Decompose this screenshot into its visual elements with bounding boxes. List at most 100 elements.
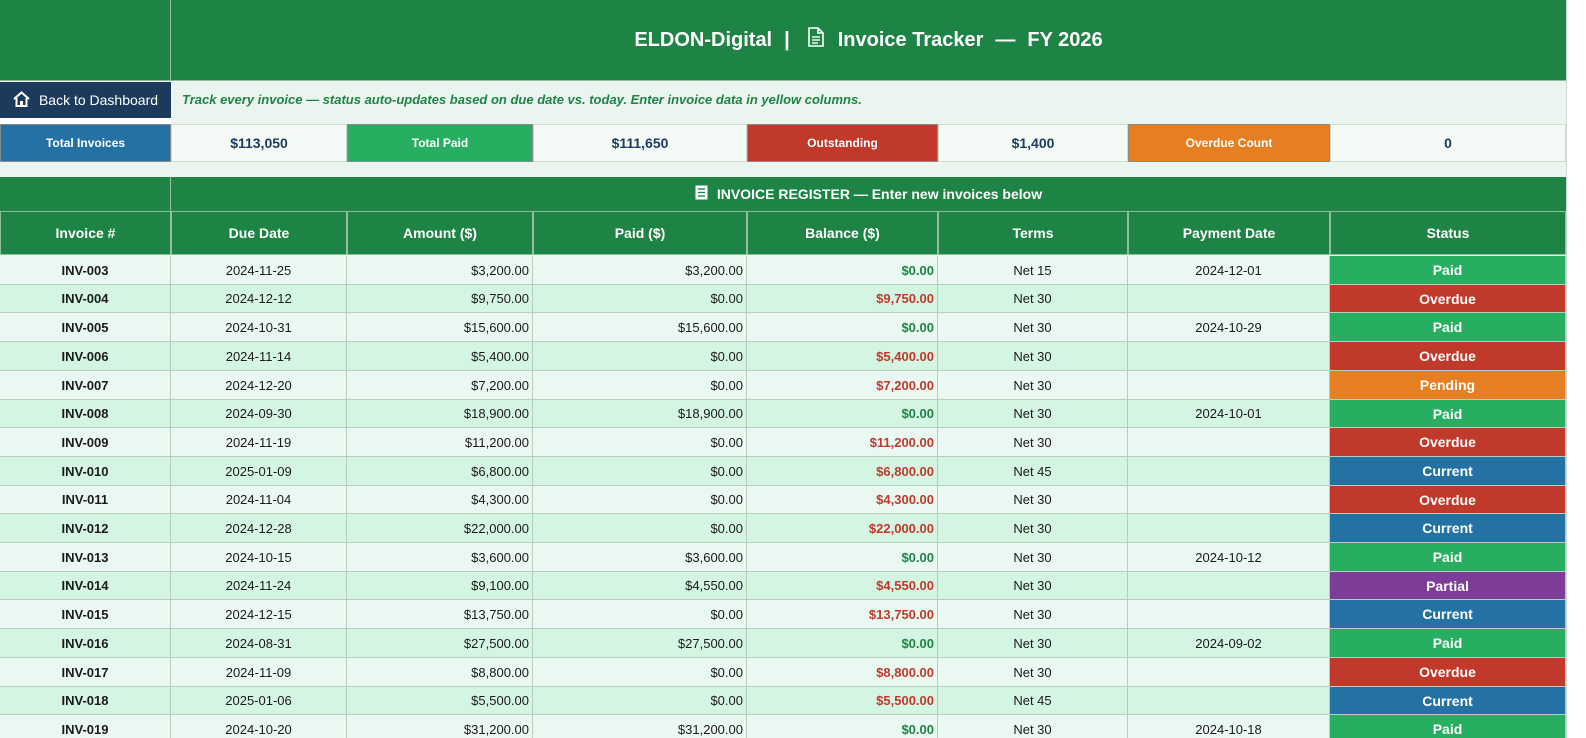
cell-amount[interactable]: $7,200.00 [347, 371, 533, 400]
status-badge[interactable]: Paid [1330, 400, 1566, 428]
cell-balance[interactable]: $0.00 [747, 313, 938, 342]
cell-due[interactable]: 2024-12-15 [171, 600, 347, 629]
status-badge[interactable]: Overdue [1330, 285, 1566, 313]
cell-pay-date[interactable] [1128, 658, 1330, 687]
column-header[interactable]: Invoice # [0, 211, 171, 255]
cell-balance[interactable]: $9,750.00 [747, 285, 938, 313]
column-header[interactable]: Payment Date [1128, 211, 1330, 255]
cell-due[interactable]: 2024-11-25 [171, 256, 347, 285]
cell-pay-date[interactable] [1128, 572, 1330, 600]
cell-amount[interactable]: $18,900.00 [347, 400, 533, 428]
cell-paid[interactable]: $0.00 [533, 658, 747, 687]
cell-balance[interactable]: $0.00 [747, 629, 938, 658]
cell-due[interactable]: 2024-11-24 [171, 572, 347, 600]
cell-invoice-number[interactable]: INV-018 [0, 687, 171, 715]
cell-paid[interactable]: $0.00 [533, 687, 747, 715]
cell-terms[interactable]: Net 30 [938, 572, 1128, 600]
back-to-dashboard-button[interactable]: Back to Dashboard [0, 82, 171, 118]
column-header[interactable]: Amount ($) [347, 211, 533, 255]
status-badge[interactable]: Paid [1330, 543, 1566, 572]
status-badge[interactable]: Paid [1330, 715, 1566, 738]
cell-invoice-number[interactable]: INV-013 [0, 543, 171, 572]
cell-balance[interactable]: $11,200.00 [747, 428, 938, 457]
cell-pay-date[interactable] [1128, 342, 1330, 371]
cell-balance[interactable]: $22,000.00 [747, 514, 938, 543]
cell-pay-date[interactable] [1128, 514, 1330, 543]
cell-terms[interactable]: Net 45 [938, 687, 1128, 715]
cell-invoice-number[interactable]: INV-019 [0, 715, 171, 738]
status-badge[interactable]: Current [1330, 687, 1566, 715]
cell-paid[interactable]: $0.00 [533, 457, 747, 486]
cell-pay-date[interactable] [1128, 486, 1330, 514]
cell-terms[interactable]: Net 30 [938, 486, 1128, 514]
cell-terms[interactable]: Net 30 [938, 600, 1128, 629]
cell-invoice-number[interactable]: INV-015 [0, 600, 171, 629]
cell-pay-date[interactable]: 2024-10-29 [1128, 313, 1330, 342]
cell-terms[interactable]: Net 30 [938, 400, 1128, 428]
cell-pay-date[interactable] [1128, 687, 1330, 715]
cell-pay-date[interactable]: 2024-09-02 [1128, 629, 1330, 658]
status-badge[interactable]: Paid [1330, 256, 1566, 285]
cell-amount[interactable]: $6,800.00 [347, 457, 533, 486]
cell-paid[interactable]: $15,600.00 [533, 313, 747, 342]
cell-balance[interactable]: $8,800.00 [747, 658, 938, 687]
cell-paid[interactable]: $3,600.00 [533, 543, 747, 572]
status-badge[interactable]: Current [1330, 514, 1566, 543]
cell-invoice-number[interactable]: INV-010 [0, 457, 171, 486]
cell-paid[interactable]: $0.00 [533, 428, 747, 457]
cell-balance[interactable]: $13,750.00 [747, 600, 938, 629]
column-header[interactable]: Balance ($) [747, 211, 938, 255]
status-badge[interactable]: Overdue [1330, 342, 1566, 371]
status-badge[interactable]: Pending [1330, 371, 1566, 400]
status-badge[interactable]: Overdue [1330, 486, 1566, 514]
cell-terms[interactable]: Net 30 [938, 371, 1128, 400]
status-badge[interactable]: Current [1330, 600, 1566, 629]
column-header[interactable]: Paid ($) [533, 211, 747, 255]
cell-due[interactable]: 2025-01-09 [171, 457, 347, 486]
cell-paid[interactable]: $4,550.00 [533, 572, 747, 600]
cell-due[interactable]: 2024-11-09 [171, 658, 347, 687]
cell-paid[interactable]: $27,500.00 [533, 629, 747, 658]
cell-due[interactable]: 2024-10-15 [171, 543, 347, 572]
cell-pay-date[interactable]: 2024-10-18 [1128, 715, 1330, 738]
column-header[interactable]: Due Date [171, 211, 347, 255]
cell-invoice-number[interactable]: INV-003 [0, 256, 171, 285]
cell-balance[interactable]: $4,300.00 [747, 486, 938, 514]
cell-invoice-number[interactable]: INV-006 [0, 342, 171, 371]
cell-terms[interactable]: Net 30 [938, 342, 1128, 371]
status-badge[interactable]: Paid [1330, 629, 1566, 658]
cell-amount[interactable]: $3,600.00 [347, 543, 533, 572]
cell-invoice-number[interactable]: INV-004 [0, 285, 171, 313]
cell-balance[interactable]: $7,200.00 [747, 371, 938, 400]
cell-invoice-number[interactable]: INV-011 [0, 486, 171, 514]
cell-paid[interactable]: $0.00 [533, 514, 747, 543]
cell-due[interactable]: 2024-09-30 [171, 400, 347, 428]
cell-balance[interactable]: $6,800.00 [747, 457, 938, 486]
status-badge[interactable]: Paid [1330, 313, 1566, 342]
cell-amount[interactable]: $13,750.00 [347, 600, 533, 629]
cell-amount[interactable]: $15,600.00 [347, 313, 533, 342]
cell-due[interactable]: 2024-10-20 [171, 715, 347, 738]
cell-terms[interactable]: Net 30 [938, 514, 1128, 543]
cell-terms[interactable]: Net 30 [938, 313, 1128, 342]
cell-terms[interactable]: Net 45 [938, 457, 1128, 486]
cell-invoice-number[interactable]: INV-014 [0, 572, 171, 600]
cell-amount[interactable]: $9,750.00 [347, 285, 533, 313]
cell-amount[interactable]: $5,400.00 [347, 342, 533, 371]
cell-due[interactable]: 2024-08-31 [171, 629, 347, 658]
cell-pay-date[interactable]: 2024-10-12 [1128, 543, 1330, 572]
column-header[interactable]: Terms [938, 211, 1128, 255]
cell-paid[interactable]: $0.00 [533, 285, 747, 313]
cell-terms[interactable]: Net 30 [938, 428, 1128, 457]
cell-paid[interactable]: $0.00 [533, 600, 747, 629]
cell-terms[interactable]: Net 30 [938, 543, 1128, 572]
cell-due[interactable]: 2024-12-12 [171, 285, 347, 313]
cell-paid[interactable]: $18,900.00 [533, 400, 747, 428]
cell-balance[interactable]: $0.00 [747, 400, 938, 428]
cell-paid[interactable]: $0.00 [533, 342, 747, 371]
status-badge[interactable]: Current [1330, 457, 1566, 486]
cell-pay-date[interactable] [1128, 600, 1330, 629]
cell-paid[interactable]: $0.00 [533, 371, 747, 400]
cell-terms[interactable]: Net 30 [938, 715, 1128, 738]
cell-balance[interactable]: $5,500.00 [747, 687, 938, 715]
